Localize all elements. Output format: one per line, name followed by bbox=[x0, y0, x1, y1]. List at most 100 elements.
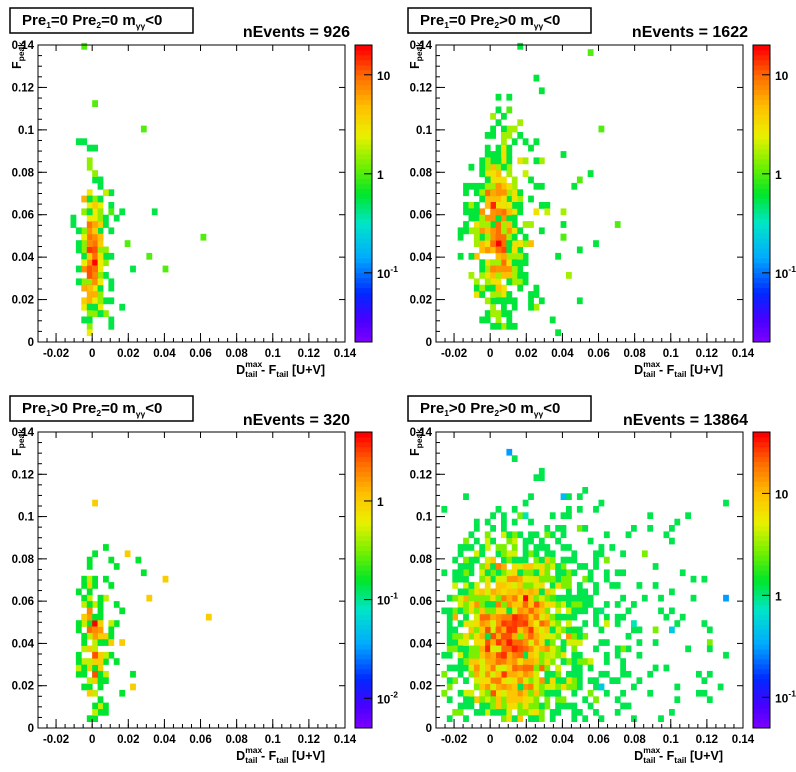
heatmap-cell bbox=[576, 246, 583, 254]
heatmap-cell bbox=[479, 259, 486, 267]
heatmap-cell bbox=[511, 582, 518, 589]
heatmap-cell bbox=[86, 163, 93, 171]
heatmap-cell bbox=[533, 569, 540, 577]
x-axis-label: Dmax tail - Ftail [U+V] bbox=[634, 359, 723, 379]
heatmap-cell bbox=[533, 664, 540, 672]
x-tick-label: 0.04 bbox=[153, 734, 176, 746]
heatmap-cell bbox=[495, 639, 502, 646]
heatmap-cell bbox=[603, 639, 610, 646]
heatmap-cell bbox=[490, 696, 496, 703]
x-tick-label: -0.02 bbox=[43, 348, 69, 360]
heatmap-cell bbox=[490, 202, 496, 209]
heatmap-cell bbox=[593, 613, 599, 621]
heatmap-cell bbox=[506, 208, 513, 216]
heatmap-cell bbox=[582, 487, 589, 494]
palette-tick-label: 1 bbox=[775, 589, 782, 603]
heatmap-cell bbox=[468, 594, 475, 602]
heatmap-cell bbox=[631, 525, 637, 532]
x-tick-label: 0.14 bbox=[732, 734, 755, 746]
heatmap-cell bbox=[560, 563, 567, 570]
x-tick-label: 0.1 bbox=[265, 348, 282, 360]
heatmap-cell bbox=[463, 563, 469, 570]
heatmap-cell bbox=[522, 544, 529, 551]
heatmap-cell bbox=[522, 252, 529, 260]
heatmap-cell bbox=[479, 208, 486, 216]
heatmap-cell bbox=[473, 696, 480, 703]
heatmap-cell bbox=[490, 272, 496, 279]
heatmap-cell bbox=[603, 575, 610, 583]
heatmap-cell bbox=[549, 683, 556, 691]
heatmap-cell bbox=[97, 613, 104, 621]
heatmap-cell bbox=[636, 626, 643, 634]
heatmap-cell bbox=[479, 569, 486, 577]
heatmap-cell bbox=[576, 683, 583, 691]
heatmap-cell bbox=[490, 651, 496, 659]
palette-segment bbox=[355, 64, 372, 71]
heatmap-cell bbox=[533, 632, 540, 640]
heatmap-cell bbox=[533, 556, 540, 564]
heatmap-cell bbox=[506, 626, 513, 634]
heatmap-cell bbox=[511, 575, 518, 583]
y-tick-label: 0.14 bbox=[410, 40, 433, 52]
x-tick-label: 0.02 bbox=[515, 734, 537, 746]
heatmap-cell bbox=[484, 170, 491, 177]
heatmap-cell bbox=[571, 601, 578, 608]
heatmap-cell bbox=[495, 702, 502, 710]
heatmap-cell bbox=[70, 214, 77, 222]
heatmap-cell bbox=[566, 613, 572, 621]
heatmap-cell bbox=[501, 151, 507, 158]
heatmap-cell bbox=[706, 670, 713, 678]
heatmap-cell bbox=[468, 702, 475, 710]
palette-segment bbox=[355, 124, 372, 130]
heatmap-cell bbox=[441, 670, 448, 678]
palette-segment bbox=[355, 486, 372, 492]
heatmap-cell bbox=[598, 670, 605, 678]
heatmap-cell bbox=[81, 594, 88, 602]
heatmap-cell bbox=[92, 664, 98, 672]
palette-segment bbox=[355, 698, 372, 704]
heatmap-cell bbox=[528, 658, 534, 665]
heatmap-cell bbox=[463, 632, 469, 640]
heatmap-cell bbox=[92, 677, 98, 684]
heatmap-cell bbox=[495, 651, 502, 659]
palette-segment bbox=[355, 297, 372, 303]
heatmap-cell bbox=[484, 683, 491, 691]
heatmap-cell bbox=[528, 613, 534, 621]
palette-segment bbox=[355, 79, 372, 86]
heatmap-cell bbox=[473, 240, 480, 247]
heatmap-cell bbox=[506, 151, 513, 158]
heatmap-cell bbox=[538, 626, 545, 634]
palette-segment bbox=[355, 168, 372, 175]
heatmap-cell bbox=[506, 93, 513, 101]
heatmap-cell bbox=[97, 664, 104, 672]
heatmap-cell bbox=[75, 246, 82, 254]
heatmap-cell bbox=[92, 582, 98, 589]
heatmap-cell bbox=[636, 582, 643, 589]
y-tick-label: 0 bbox=[28, 337, 34, 349]
heatmap-cell bbox=[549, 709, 556, 716]
heatmap-cell bbox=[97, 702, 104, 710]
heatmap-cell bbox=[576, 626, 583, 634]
heatmap-cell bbox=[560, 626, 567, 634]
y-tick-label: 0.06 bbox=[410, 210, 432, 222]
heatmap-cell bbox=[479, 709, 486, 716]
heatmap-cell bbox=[566, 670, 572, 678]
heatmap-cell bbox=[576, 594, 583, 602]
heatmap-cell bbox=[501, 195, 507, 203]
heatmap-cell bbox=[501, 575, 507, 583]
heatmap-cell bbox=[549, 658, 556, 665]
heatmap-cell bbox=[484, 651, 491, 659]
heatmap-cell bbox=[473, 525, 480, 532]
palette-segment bbox=[355, 525, 372, 532]
heatmap-cell bbox=[473, 645, 480, 653]
heatmap-cell bbox=[576, 607, 583, 615]
heatmap-cell bbox=[538, 689, 545, 697]
heatmap-cell bbox=[522, 620, 529, 627]
x-axis-label: Dmax tail - Ftail [U+V] bbox=[236, 359, 325, 379]
heatmap-cell bbox=[587, 702, 594, 710]
heatmap-cell bbox=[490, 322, 496, 330]
heatmap-cell bbox=[457, 227, 464, 235]
heatmap-cell bbox=[473, 550, 480, 558]
palette-segment bbox=[355, 461, 372, 468]
heatmap-cell bbox=[457, 664, 464, 672]
